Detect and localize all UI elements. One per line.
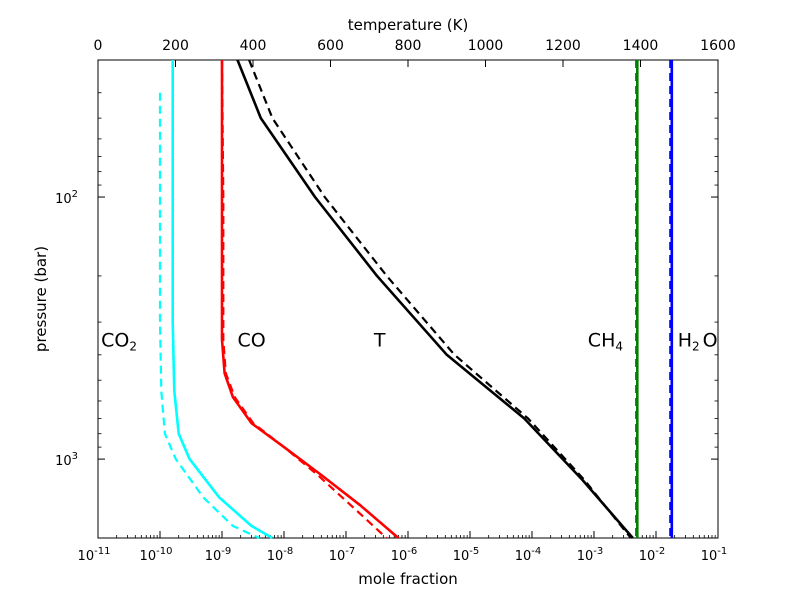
- y-tick-label: 103: [55, 451, 78, 469]
- y-axis-label: pressure (bar): [32, 246, 50, 352]
- tick-labels: 0 200 400 600 800 1000 1200 1400 1600 10-11 10-10 1…: [55, 38, 736, 564]
- top-axis-label: temperature (K): [348, 16, 469, 34]
- bottom-tick-label: 10-4: [515, 546, 542, 564]
- series-line-co-dashed: [220, 59, 388, 539]
- bottom-tick-label: 10-2: [639, 546, 666, 564]
- bottom-tick-label: 10-7: [329, 546, 356, 564]
- bottom-tick-label: 10-1: [701, 546, 728, 564]
- bottom-tick-label: 10-11: [78, 546, 111, 564]
- top-tick-label: 0: [94, 38, 103, 54]
- bottom-tick-label: 10-5: [453, 546, 480, 564]
- top-tick-label: 800: [395, 38, 422, 54]
- bottom-tick-label: 10-8: [267, 546, 294, 564]
- series-label-h2o: H2 O: [678, 330, 718, 354]
- series-label-co: CO: [238, 330, 266, 352]
- top-tick-label: 1000: [468, 38, 504, 54]
- top-tick-label: 600: [317, 38, 344, 54]
- bottom-tick-label: 10-6: [391, 546, 418, 564]
- top-tick-label: 1400: [623, 38, 659, 54]
- y-tick-label: 102: [55, 189, 78, 207]
- top-tick-label: 1200: [545, 38, 581, 54]
- series-line-co2: [171, 60, 274, 540]
- series-line-co: [220, 60, 400, 539]
- series-layer: [158, 59, 674, 540]
- series-label-co2: CO2: [101, 330, 137, 354]
- series-line-t-dashed: [248, 59, 632, 539]
- annotations: CO2 CO T CH4 H2 O: [101, 330, 718, 354]
- top-tick-label: 1600: [700, 38, 736, 54]
- bottom-tick-label: 10-9: [205, 546, 232, 564]
- bottom-tick-label: 10-10: [140, 546, 173, 564]
- bottom-tick-label: 10-3: [577, 546, 604, 564]
- top-tick-label: 200: [162, 38, 189, 54]
- series-label-ch4: CH4: [588, 330, 623, 354]
- series-label-t: T: [373, 330, 386, 352]
- series-line-co2-dashed: [158, 92, 260, 540]
- axis-ticks: [97, 59, 719, 539]
- bottom-axis-label: mole fraction: [358, 570, 458, 588]
- top-tick-label: 400: [240, 38, 267, 54]
- series-line-t: [236, 59, 634, 539]
